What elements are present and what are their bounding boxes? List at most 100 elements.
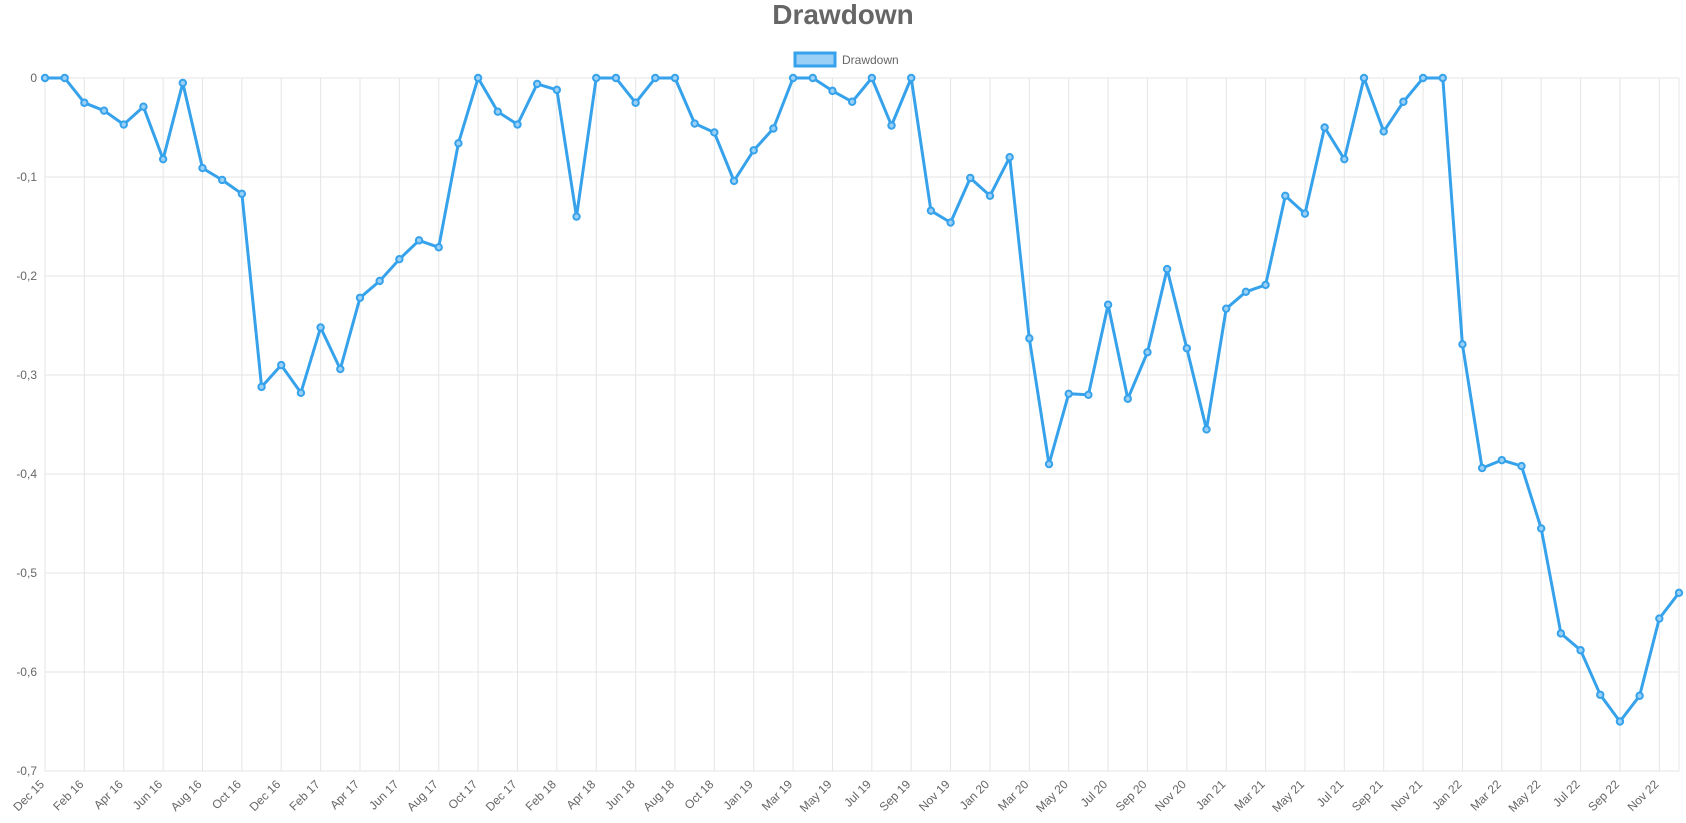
data-point[interactable]: [1438, 73, 1447, 83]
data-point[interactable]: [1556, 629, 1566, 638]
data-point[interactable]: [375, 276, 384, 286]
data-point[interactable]: [493, 107, 502, 116]
data-point[interactable]: [532, 79, 542, 89]
data-point[interactable]: [1497, 455, 1507, 465]
data-point[interactable]: [887, 121, 896, 130]
data-point[interactable]: [1576, 646, 1585, 655]
data-point[interactable]: [749, 146, 758, 155]
data-point[interactable]: [1340, 154, 1349, 164]
data-point[interactable]: [1379, 127, 1388, 136]
data-point[interactable]: [710, 128, 719, 137]
data-point[interactable]: [1477, 463, 1487, 473]
data-point[interactable]: [1064, 389, 1073, 399]
data-point[interactable]: [611, 73, 621, 83]
data-point[interactable]: [1418, 73, 1428, 83]
data-point[interactable]: [1084, 390, 1093, 399]
data-point[interactable]: [1044, 459, 1054, 469]
data-point[interactable]: [828, 86, 837, 96]
data-point[interactable]: [513, 120, 522, 129]
x-tick-label: Sep 22: [1585, 777, 1622, 814]
data-point[interactable]: [139, 102, 148, 111]
data-point[interactable]: [1615, 717, 1625, 726]
data-point[interactable]: [631, 98, 640, 107]
data-point[interactable]: [158, 154, 168, 164]
data-point[interactable]: [1005, 153, 1014, 162]
data-point[interactable]: [926, 206, 936, 215]
data-point[interactable]: [670, 73, 680, 83]
data-point[interactable]: [434, 243, 443, 252]
data-point[interactable]: [907, 73, 916, 83]
data-point[interactable]: [1536, 524, 1546, 533]
x-tick-label: Jan 22: [1429, 777, 1465, 813]
data-point[interactable]: [1182, 344, 1192, 353]
data-point[interactable]: [946, 218, 955, 227]
data-point[interactable]: [454, 139, 463, 148]
series-drawdown: [40, 73, 1684, 726]
data-point[interactable]: [651, 73, 660, 83]
data-point[interactable]: [395, 254, 404, 264]
data-point[interactable]: [1655, 614, 1664, 623]
data-point[interactable]: [1359, 73, 1369, 83]
data-point[interactable]: [867, 73, 877, 83]
data-point[interactable]: [237, 189, 247, 199]
x-tick-label: Jul 20: [1078, 777, 1111, 810]
data-point[interactable]: [1320, 123, 1329, 132]
x-tick-label: Feb 17: [286, 777, 323, 814]
data-point[interactable]: [729, 176, 739, 186]
data-point[interactable]: [1674, 588, 1684, 597]
data-point[interactable]: [198, 163, 207, 173]
data-point[interactable]: [788, 73, 798, 83]
data-point[interactable]: [277, 360, 286, 370]
data-point[interactable]: [1458, 340, 1467, 349]
x-tick-label: Jan 19: [720, 777, 756, 813]
data-point[interactable]: [473, 73, 483, 83]
data-point[interactable]: [985, 191, 995, 201]
data-point[interactable]: [1517, 461, 1526, 471]
data-point[interactable]: [316, 323, 325, 332]
y-tick-label: -0,2: [16, 269, 37, 283]
chart-title: Drawdown: [772, 0, 914, 30]
data-point[interactable]: [769, 124, 778, 133]
data-point[interactable]: [414, 236, 424, 245]
data-point[interactable]: [552, 85, 562, 95]
y-tick-label: -0,6: [16, 665, 37, 679]
data-point[interactable]: [1162, 264, 1172, 274]
data-point[interactable]: [572, 212, 581, 221]
data-point[interactable]: [1261, 280, 1270, 290]
grid: [44, 77, 1680, 772]
x-tick-label: Mar 20: [995, 777, 1032, 814]
data-point[interactable]: [178, 78, 188, 88]
legend[interactable]: Drawdown: [793, 51, 899, 68]
data-point[interactable]: [1222, 304, 1231, 313]
data-point[interactable]: [966, 173, 975, 183]
x-tick-label: Apr 16: [91, 777, 126, 812]
data-point[interactable]: [690, 119, 699, 128]
x-tick-label: Aug 18: [640, 777, 677, 814]
data-point[interactable]: [1596, 690, 1605, 699]
data-point[interactable]: [1143, 348, 1152, 357]
data-point[interactable]: [808, 73, 817, 83]
data-point[interactable]: [592, 73, 601, 83]
data-point[interactable]: [1202, 425, 1211, 434]
data-point[interactable]: [80, 98, 89, 107]
data-point[interactable]: [257, 382, 266, 392]
data-point[interactable]: [40, 73, 50, 83]
data-point[interactable]: [1103, 300, 1113, 309]
data-point[interactable]: [217, 175, 227, 185]
data-point[interactable]: [355, 293, 365, 302]
data-point[interactable]: [60, 73, 69, 83]
data-point[interactable]: [1635, 691, 1644, 700]
x-tick-label: Sep 21: [1349, 777, 1386, 814]
data-point[interactable]: [847, 97, 857, 106]
data-point[interactable]: [1241, 287, 1251, 297]
x-tick-label: Mar 21: [1231, 777, 1268, 814]
data-point[interactable]: [1123, 394, 1132, 403]
data-point[interactable]: [1025, 334, 1034, 343]
data-point[interactable]: [336, 364, 345, 374]
data-point[interactable]: [1281, 191, 1290, 201]
data-point[interactable]: [119, 120, 128, 129]
data-point[interactable]: [99, 106, 109, 115]
data-point[interactable]: [296, 388, 306, 398]
data-point[interactable]: [1399, 97, 1408, 106]
data-point[interactable]: [1300, 209, 1310, 218]
